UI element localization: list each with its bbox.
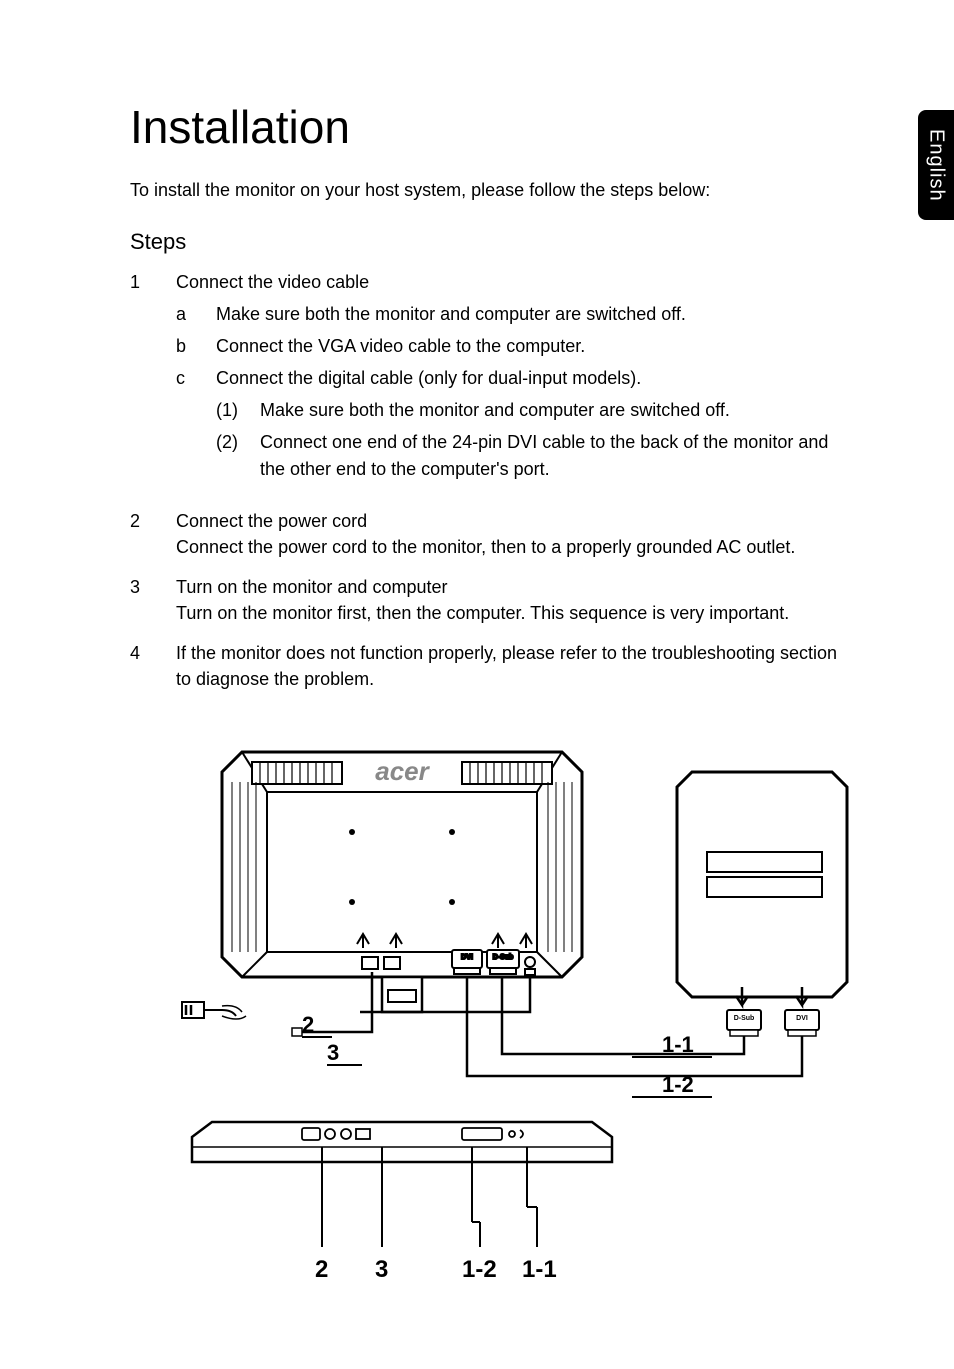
step-item: 1 Connect the video cable a Make sure bo… (130, 269, 854, 494)
callout-dvi: 1-2 (662, 1072, 694, 1097)
callout-bottom-vga: 1-1 (522, 1256, 557, 1283)
intro-text: To install the monitor on your host syst… (130, 180, 854, 201)
callout-bottom-power: 2 (315, 1256, 328, 1283)
page-title: Installation (130, 100, 854, 154)
step-item: 3 Turn on the monitor and computer Turn … (130, 574, 854, 626)
svg-text:DVI: DVI (461, 954, 473, 961)
svg-text:D-Sub: D-Sub (493, 954, 514, 961)
brand-logo: acer (375, 756, 430, 786)
callout-vga: 1-1 (662, 1032, 694, 1057)
step-text: Turn on the monitor first, then the comp… (176, 600, 854, 626)
callout-audio: 3 (327, 1040, 339, 1065)
subsub-number: (2) (216, 429, 260, 481)
subsub-number: (1) (216, 397, 260, 423)
step-title: Turn on the monitor and computer (176, 574, 854, 600)
substep-letter: b (176, 333, 216, 359)
connection-diagram: acer DVI D-Sub (130, 732, 854, 1292)
substep-letter: c (176, 365, 216, 487)
svg-text:DVI: DVI (796, 1015, 808, 1022)
step-number: 1 (130, 269, 176, 494)
substep-text: Connect the VGA video cable to the compu… (216, 333, 854, 359)
step-text: Connect the power cord to the monitor, t… (176, 534, 854, 560)
substep-item: c Connect the digital cable (only for du… (176, 365, 854, 487)
substep-text: Connect the digital cable (only for dual… (216, 365, 854, 391)
step-title: Connect the video cable (176, 269, 854, 295)
subsub-text: Make sure both the monitor and computer … (260, 397, 854, 423)
callout-power: 2 (302, 1012, 314, 1037)
monitor-back-icon: acer DVI D-Sub (222, 752, 582, 1012)
subsubstep-item: (2) Connect one end of the 24-pin DVI ca… (216, 429, 854, 481)
monitor-bottom-view-icon (192, 1122, 612, 1247)
page-content: Installation To install the monitor on y… (0, 0, 954, 1332)
diagram-svg: acer DVI D-Sub (132, 732, 852, 1292)
subsubstep-item: (1) Make sure both the monitor and compu… (216, 397, 854, 423)
step-item: 4 If the monitor does not function prope… (130, 640, 854, 692)
step-item: 2 Connect the power cord Connect the pow… (130, 508, 854, 560)
callout-bottom-dvi: 1-2 (462, 1256, 497, 1283)
step-number: 3 (130, 574, 176, 626)
step-title: If the monitor does not function properl… (176, 640, 854, 692)
substep-item: a Make sure both the monitor and compute… (176, 301, 854, 327)
subsubstep-list: (1) Make sure both the monitor and compu… (216, 397, 854, 481)
language-label: English (925, 129, 948, 202)
steps-heading: Steps (130, 229, 854, 255)
callout-bottom-audio: 3 (375, 1256, 388, 1283)
subsub-text: Connect one end of the 24-pin DVI cable … (260, 429, 854, 481)
language-tab: English (918, 110, 954, 220)
step-title: Connect the power cord (176, 508, 854, 534)
substep-item: b Connect the VGA video cable to the com… (176, 333, 854, 359)
step-number: 4 (130, 640, 176, 692)
steps-list: 1 Connect the video cable a Make sure bo… (130, 269, 854, 692)
substep-text: Make sure both the monitor and computer … (216, 301, 854, 327)
substep-letter: a (176, 301, 216, 327)
substep-list: a Make sure both the monitor and compute… (176, 301, 854, 488)
svg-text:D-Sub: D-Sub (734, 1015, 755, 1022)
computer-tower-icon: D-Sub DVI (677, 772, 847, 1036)
step-number: 2 (130, 508, 176, 560)
